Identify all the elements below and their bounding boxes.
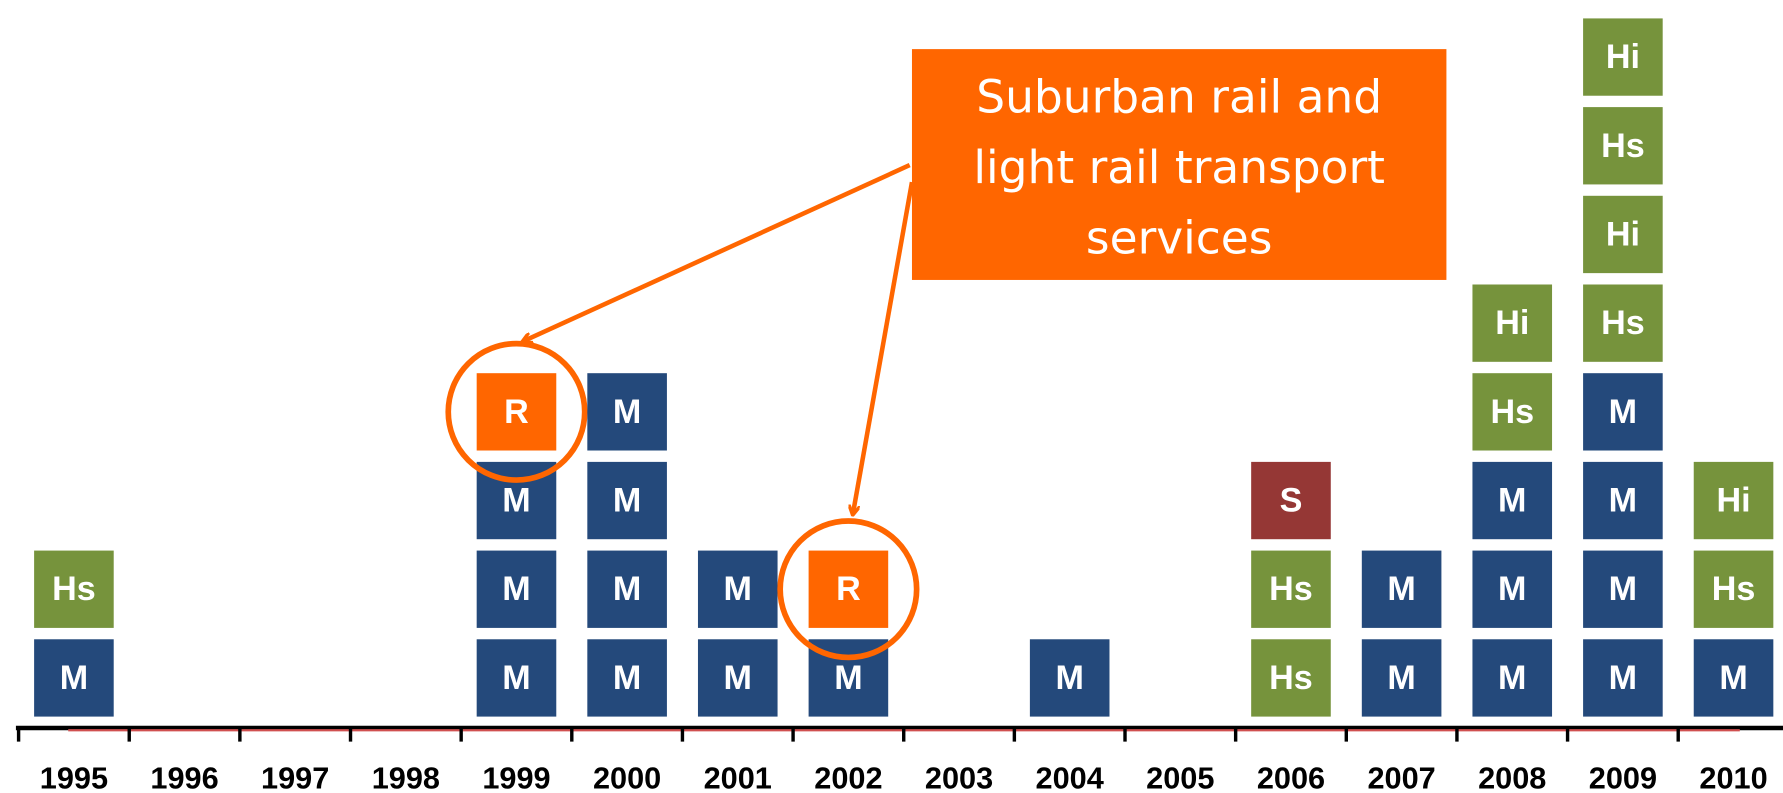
block-label: Hi bbox=[1606, 215, 1640, 253]
block-label: M bbox=[1498, 570, 1526, 608]
block-label: M bbox=[1498, 659, 1526, 697]
block-label: M bbox=[502, 659, 530, 697]
block-label: M bbox=[502, 482, 530, 520]
highlight-circle bbox=[445, 340, 588, 483]
callout-arrow bbox=[853, 181, 915, 514]
callout-box bbox=[911, 49, 1447, 280]
block bbox=[34, 639, 114, 717]
block-label: Hs bbox=[1601, 304, 1645, 342]
block bbox=[1583, 373, 1663, 451]
block bbox=[1693, 461, 1774, 540]
block-label: M bbox=[613, 659, 641, 697]
block bbox=[1583, 550, 1663, 628]
block bbox=[1251, 461, 1331, 540]
block bbox=[1583, 195, 1663, 274]
block-label: Hs bbox=[1712, 570, 1756, 608]
highlight-circle bbox=[777, 518, 920, 661]
block-label: M bbox=[1498, 482, 1526, 520]
year-label: 2003 bbox=[925, 761, 993, 793]
block bbox=[697, 639, 778, 717]
block bbox=[1251, 639, 1331, 717]
block bbox=[587, 639, 667, 717]
year-label: 2001 bbox=[704, 761, 772, 793]
block bbox=[1472, 461, 1553, 540]
block-label: M bbox=[60, 659, 88, 697]
block-label: M bbox=[1609, 482, 1637, 520]
block bbox=[1693, 639, 1774, 717]
block-label: Hi bbox=[1495, 304, 1529, 342]
block bbox=[587, 550, 667, 628]
year-label: 2009 bbox=[1589, 761, 1657, 793]
year-label: 1999 bbox=[482, 761, 550, 793]
block-label: M bbox=[1055, 659, 1083, 697]
year-label: 2000 bbox=[593, 761, 661, 793]
block bbox=[1029, 639, 1110, 717]
block bbox=[34, 550, 114, 628]
block bbox=[476, 639, 557, 717]
block-label: Hs bbox=[1269, 659, 1313, 697]
block bbox=[1583, 107, 1663, 185]
block-label: M bbox=[1609, 393, 1637, 431]
callout-arrow bbox=[523, 163, 911, 341]
block bbox=[476, 550, 557, 628]
block bbox=[1583, 18, 1663, 96]
year-label: 2005 bbox=[1146, 761, 1214, 793]
callout-text: light rail transport bbox=[973, 141, 1385, 194]
block bbox=[476, 373, 557, 451]
block bbox=[1472, 550, 1553, 628]
block bbox=[1361, 550, 1442, 628]
block bbox=[1583, 461, 1663, 540]
block-label: M bbox=[502, 570, 530, 608]
block bbox=[697, 550, 778, 628]
year-label: 2004 bbox=[1036, 761, 1104, 793]
callout-text: Suburban rail and bbox=[976, 70, 1382, 123]
block-label: Hi bbox=[1606, 38, 1640, 76]
block bbox=[1472, 284, 1553, 362]
year-label: 2002 bbox=[814, 761, 882, 793]
block-label: M bbox=[724, 659, 752, 697]
year-label: 1997 bbox=[261, 761, 329, 793]
block-label: R bbox=[836, 570, 861, 608]
year-label: 1996 bbox=[150, 761, 218, 793]
block bbox=[1361, 639, 1442, 717]
callout-text: services bbox=[1086, 211, 1273, 264]
block bbox=[587, 461, 667, 540]
year-label: 2007 bbox=[1367, 761, 1435, 793]
block-label: M bbox=[724, 570, 752, 608]
block-label: Hi bbox=[1716, 482, 1750, 520]
year-label: 1998 bbox=[372, 761, 440, 793]
block-label: S bbox=[1280, 482, 1303, 520]
year-label: 2010 bbox=[1699, 761, 1767, 793]
block bbox=[1583, 284, 1663, 362]
block bbox=[587, 373, 667, 451]
block-label: Hs bbox=[1490, 393, 1534, 431]
block bbox=[1583, 639, 1663, 717]
year-label: 1995 bbox=[40, 761, 108, 793]
block-label: M bbox=[1719, 659, 1747, 697]
block-label: M bbox=[1609, 659, 1637, 697]
block bbox=[1472, 639, 1553, 717]
block bbox=[1251, 550, 1331, 628]
block-label: Hs bbox=[1601, 127, 1645, 165]
block-label: Hs bbox=[52, 570, 96, 608]
block-label: M bbox=[1387, 659, 1415, 697]
block-label: M bbox=[1387, 570, 1415, 608]
block bbox=[1472, 373, 1553, 451]
block-label: Hs bbox=[1269, 570, 1313, 608]
block-label: M bbox=[834, 659, 862, 697]
block bbox=[808, 550, 889, 628]
year-label: 2008 bbox=[1478, 761, 1546, 793]
block-label: M bbox=[613, 570, 641, 608]
block-label: M bbox=[613, 482, 641, 520]
year-label: 2006 bbox=[1257, 761, 1325, 793]
block-label: M bbox=[613, 393, 641, 431]
block-label: M bbox=[1609, 570, 1637, 608]
block-label: R bbox=[504, 393, 529, 431]
block bbox=[1693, 550, 1774, 628]
